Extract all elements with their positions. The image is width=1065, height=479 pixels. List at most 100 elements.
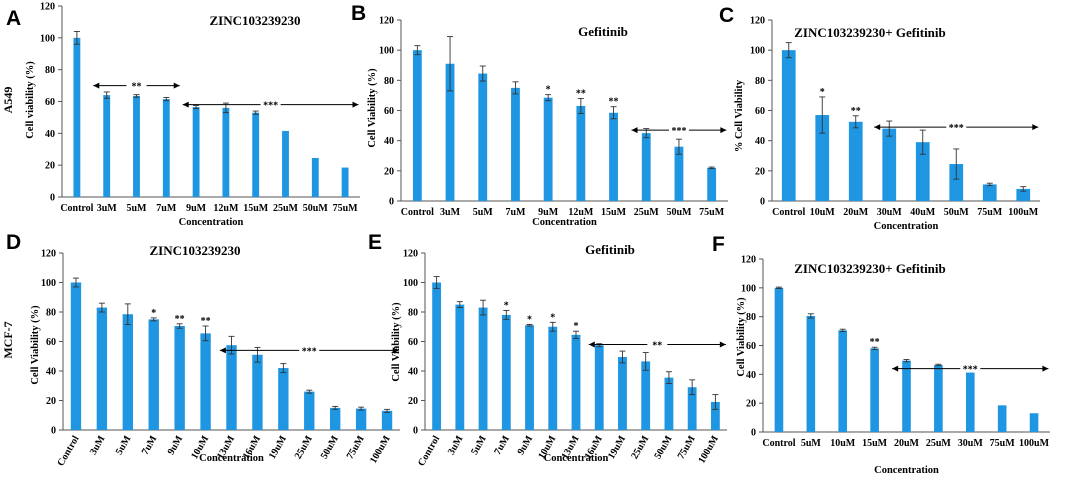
x-tick-label: 50uM [944,207,970,218]
bar-significance-mark: * [504,301,509,312]
bar [548,326,558,430]
x-tick-label: 10uM [830,438,856,449]
arrow-significance-label: *** [302,346,317,357]
x-tick-label: 7uM [156,203,177,214]
x-tick-label: 19uM [606,434,628,462]
bar [774,287,784,432]
bar [200,333,211,430]
x-tick-label: Control [772,207,805,218]
y-tick-label: 60 [408,337,418,348]
bar [252,354,263,430]
error-bar [228,335,235,355]
y-tick-label: 40 [45,129,55,140]
bar [710,401,720,430]
x-tick-label: 50uM [319,434,341,462]
error-bar [807,313,814,319]
bar [982,184,997,201]
y-tick-label: 100 [40,33,55,44]
y-tick-label: 20 [46,396,56,407]
bar [1016,188,1031,201]
y-axis-title: Cell Viability (%) [391,302,402,382]
panel-letter: B [351,2,366,25]
bar-significance-mark: ** [851,106,861,117]
chart-title: ZINC103239230 [209,13,300,28]
arrow-significance-label: *** [671,126,686,137]
error-bar [675,138,682,155]
bar [1029,413,1039,432]
x-tick-label: 20uM [894,438,920,449]
x-tick-label: 50uM [652,434,674,462]
y-tick-label: 80 [755,76,765,87]
chart-panel-d: D ZINC103239230 MCF-7 Cell Viability (%) Con… [1,231,400,468]
error-bar [414,45,421,56]
x-tick-label: 20uM [843,207,869,218]
error-bar [73,31,80,45]
x-tick-label: 40uM [910,207,936,218]
y-axis-title: Cell Viability (%) [736,297,747,377]
error-bar [98,302,105,313]
bar [674,146,684,201]
bar [412,50,422,201]
error-bar [358,406,365,411]
y-tick-label: 100 [403,278,418,289]
error-bar [433,276,440,289]
error-bar [163,97,170,102]
x-tick-label: 5uM [469,434,489,457]
x-tick-label: 5uM [127,203,148,214]
bar [806,315,816,432]
x-tick-label: 9uM [166,434,186,457]
bar [934,364,943,432]
significance-arrow [219,345,399,355]
bar-significance-mark: * [574,321,579,332]
y-tick-label: 0 [50,193,55,204]
x-axis-title: Concentration [179,217,244,228]
error-bar [986,182,993,187]
x-tick-label: 100uM [1019,438,1050,449]
error-bar [512,81,519,95]
error-bar [124,303,131,325]
y-tick-label: 60 [384,106,394,117]
error-bar [903,359,910,363]
x-tick-label: 9uM [516,434,536,457]
bar-significance-mark: * [550,312,555,323]
chart-panel-b: B Gefitinib Cell Viability (%) Concentratio… [351,2,728,228]
bar [341,167,349,197]
x-tick-label: 9uM [538,207,559,218]
bar [641,133,651,201]
error-bar [549,321,556,332]
bar-significance-mark: * [546,85,551,96]
bar-significance-mark: * [527,315,532,326]
bar [355,408,367,430]
cell-line-label: A549 [1,87,15,114]
y-tick-label: 20 [384,166,394,177]
panel-letter: E [368,231,382,254]
y-tick-label: 120 [41,249,56,260]
bar [445,63,455,201]
x-tick-label: Control [416,434,442,468]
significance-arrow [182,99,359,109]
bar [148,319,159,430]
bar-significance-mark: * [151,308,156,319]
x-tick-label: 15uM [243,203,269,214]
bar [511,87,520,201]
error-bar [712,394,719,410]
y-tick-label: 40 [746,370,756,381]
bar-significance-mark: ** [870,337,880,348]
error-bar [545,94,552,102]
error-bar [252,110,259,115]
bar [162,99,170,197]
y-axis-title: Cell viability (%) [25,61,36,139]
y-tick-label: 0 [751,428,756,439]
chart-title: ZINC103239230+ Gefitinib [794,25,946,40]
bar [571,334,581,430]
y-axis-title: % Cell Viability [734,79,745,152]
panel-letter: F [712,233,725,256]
error-bar [479,65,486,82]
error-bar [573,330,579,340]
significance-arrow [892,363,1049,373]
significance-arrow [588,339,726,349]
y-tick-label: 80 [746,312,756,323]
error-bar [133,94,140,98]
bar [222,107,230,197]
bar [304,391,315,430]
